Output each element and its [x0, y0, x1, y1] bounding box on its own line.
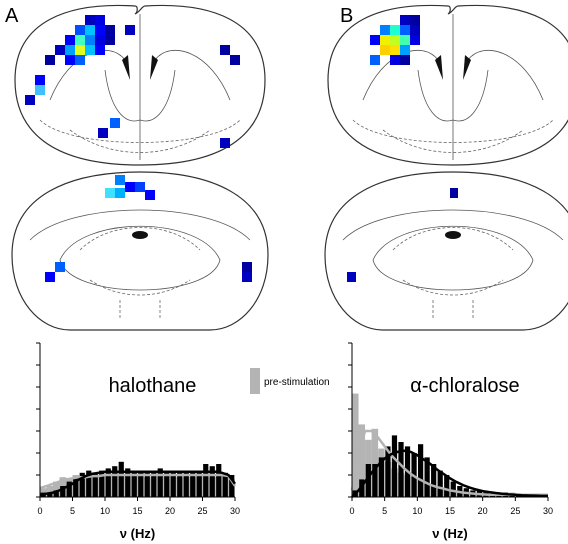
x-tick-label: 20	[478, 506, 488, 516]
bar	[229, 475, 235, 497]
x-axis-label: ν (Hz)	[120, 526, 155, 541]
bar	[222, 472, 228, 497]
bar	[203, 464, 209, 497]
panel-label: B	[340, 5, 353, 27]
bar	[170, 470, 176, 497]
bar	[424, 457, 430, 497]
legend-label: pre-stimulation	[264, 377, 330, 388]
bar	[46, 486, 53, 497]
bar	[92, 472, 98, 497]
bar	[196, 470, 202, 497]
x-tick-label: 10	[100, 506, 110, 516]
bar	[177, 472, 183, 497]
fit-curve	[39, 470, 237, 497]
legend-swatch	[250, 368, 260, 394]
chart-title: halothane	[109, 375, 197, 397]
bar	[105, 468, 111, 497]
bar	[209, 466, 215, 497]
x-tick-label: 25	[510, 506, 520, 516]
x-tick-label: 0	[349, 506, 354, 516]
bar	[112, 466, 118, 497]
brain-section	[327, 4, 568, 166]
bar	[144, 472, 150, 497]
bar	[417, 444, 424, 497]
bar	[53, 481, 60, 497]
x-tick-label: 10	[412, 506, 422, 516]
x-tick-label: 0	[37, 506, 42, 516]
bar	[450, 481, 456, 497]
bar	[157, 468, 163, 497]
bar	[86, 470, 92, 497]
x-axis-label: ν (Hz)	[432, 526, 467, 541]
bar	[66, 481, 72, 497]
bar	[138, 470, 144, 497]
bar	[378, 457, 385, 497]
bar	[352, 393, 359, 497]
bar	[73, 477, 79, 497]
x-tick-label: 15	[132, 506, 142, 516]
brain-section	[11, 171, 269, 331]
x-tick-label: 30	[543, 506, 553, 516]
bar	[391, 435, 398, 497]
bar	[371, 428, 379, 497]
bar	[190, 472, 196, 497]
bar	[125, 468, 131, 497]
bar	[437, 470, 443, 497]
bar	[118, 461, 124, 497]
x-tick-label: 15	[445, 506, 455, 516]
activation-map	[25, 15, 458, 282]
bar	[99, 470, 105, 497]
bar	[372, 464, 378, 497]
bar	[216, 464, 222, 497]
x-tick-label: 5	[382, 506, 387, 516]
bar	[183, 470, 189, 497]
chart-title: α-chloralose	[410, 375, 519, 397]
bar	[365, 464, 371, 497]
bar	[431, 464, 437, 497]
bar	[359, 479, 365, 497]
x-tick-label: 20	[165, 506, 175, 516]
brain-section	[324, 171, 568, 331]
bar	[358, 424, 366, 497]
bar	[385, 446, 391, 497]
x-tick-label: 5	[70, 506, 75, 516]
bar	[53, 490, 59, 497]
bar	[131, 470, 137, 497]
fit-curve	[39, 473, 237, 490]
bar	[79, 472, 85, 497]
fit-curve	[351, 449, 548, 498]
bar	[444, 475, 450, 497]
panel-label: A	[5, 5, 19, 27]
x-tick-label: 30	[230, 506, 240, 516]
bar	[398, 442, 404, 497]
bar	[151, 470, 157, 497]
bar	[47, 492, 53, 497]
x-tick-label: 25	[197, 506, 207, 516]
histograms: 0 5 10 15 20 25 30 ν (Hz) halothane 0 5 10 15 20 25 30 ν…	[36, 342, 553, 541]
bar	[164, 472, 170, 497]
bar	[60, 486, 66, 497]
